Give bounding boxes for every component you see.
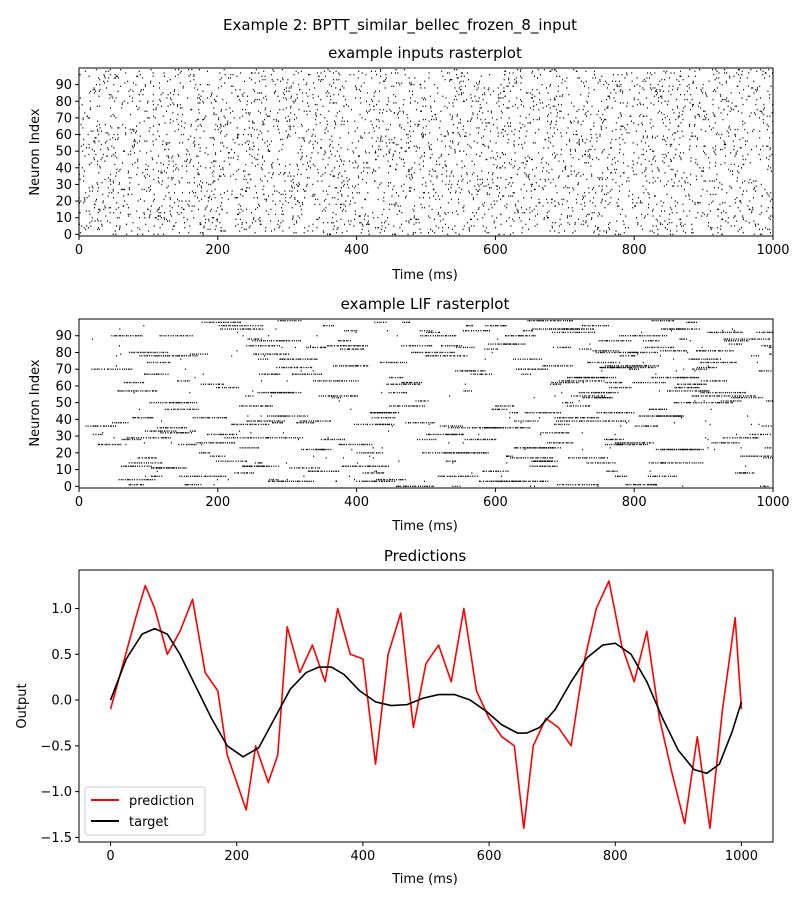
- inputs-ytick-label: 90: [55, 78, 72, 93]
- inputs-ytick-label: 50: [55, 145, 72, 160]
- inputs-xtick-label: 800: [622, 243, 647, 258]
- inputs-ytick-label: 0: [64, 228, 72, 243]
- inputs-ytick-label: 20: [55, 195, 72, 210]
- inputs-ytick-label: 40: [55, 161, 72, 176]
- inputs-raster-ylabel: Neuron Index: [28, 108, 43, 195]
- inputs-ytick-label: 30: [55, 178, 72, 193]
- inputs-ytick-label: 80: [55, 95, 72, 110]
- inputs-ytick-label: 60: [55, 128, 72, 143]
- inputs-xtick-label: 0: [75, 243, 83, 258]
- inputs-raster-frame: [78, 67, 774, 237]
- figure-suptitle: Example 2: BPTT_similar_bellec_frozen_8_…: [223, 16, 577, 35]
- inputs-raster-spikes: [78, 68, 774, 236]
- inputs-raster-xlabel: Time (ms): [391, 268, 458, 283]
- inputs-xtick-label: 400: [344, 243, 369, 258]
- lif-raster-spikes: [85, 319, 774, 488]
- inputs-xtick-label: 200: [205, 243, 230, 258]
- inputs-raster-title: example inputs rasterplot: [328, 44, 522, 62]
- lif-raster-title: example LIF rasterplot: [341, 295, 510, 313]
- inputs-ytick-label: 10: [55, 211, 72, 226]
- inputs-xtick-label: 1000: [756, 243, 789, 258]
- inputs-ytick-label: 70: [55, 111, 72, 126]
- inputs-xtick-label: 600: [483, 243, 508, 258]
